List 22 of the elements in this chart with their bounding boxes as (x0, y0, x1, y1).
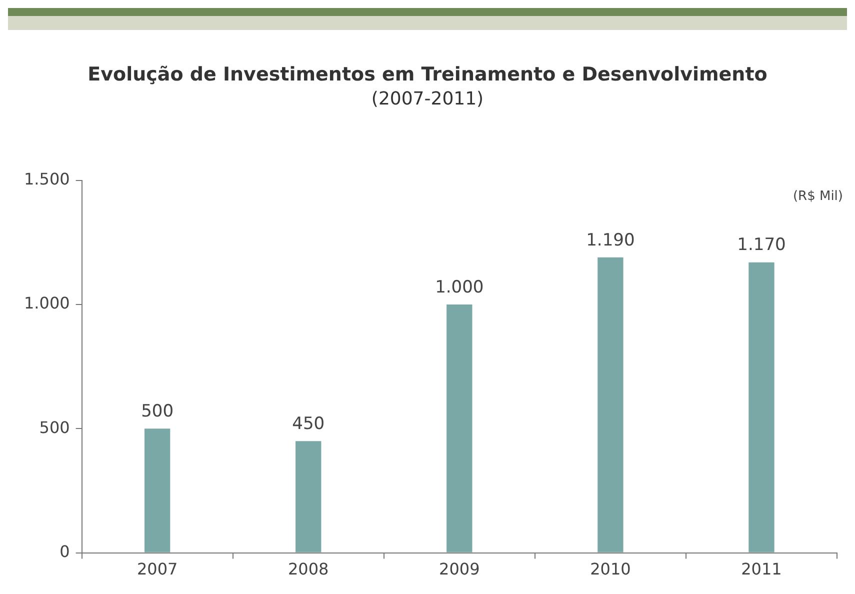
data-label: 1.190 (586, 230, 635, 250)
y-tick-label: 1.500 (24, 170, 70, 189)
data-label: 1.000 (435, 277, 484, 298)
chart-title: Evolução de Investimentos em Treinamento e Desenvolvimento (88, 63, 768, 86)
x-tick-label: 2011 (741, 560, 782, 579)
x-tick-label: 2007 (136, 560, 178, 579)
bar (296, 441, 322, 552)
bar (446, 304, 472, 552)
data-label: 1.170 (737, 235, 786, 256)
x-tick-label: 2008 (288, 560, 329, 579)
y-tick-label: 1.000 (24, 294, 70, 313)
x-tick-label: 2009 (439, 560, 480, 579)
bar (598, 257, 624, 552)
annotation: (R$ Mil) (792, 188, 843, 204)
data-label: 450 (292, 414, 325, 434)
y-tick-label: 500 (39, 418, 70, 437)
bar (748, 262, 774, 552)
y-tick-label: 0 (60, 542, 70, 561)
bar (144, 428, 170, 552)
x-tick-label: 2010 (590, 560, 631, 579)
data-label: 500 (141, 402, 174, 422)
chart-subtitle: (2007-2011) (371, 88, 484, 110)
